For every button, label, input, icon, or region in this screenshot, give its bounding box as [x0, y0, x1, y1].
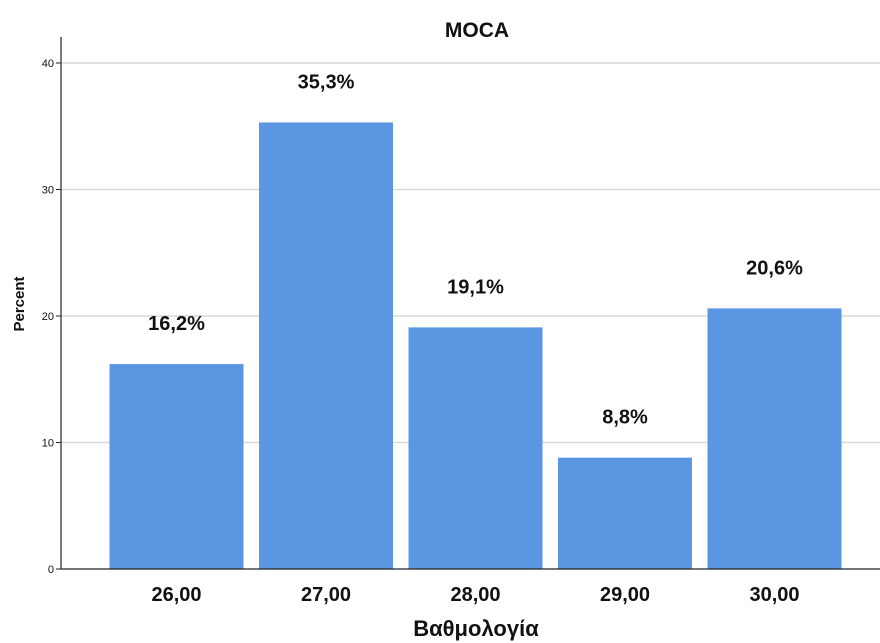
bar-26,00 — [109, 364, 244, 569]
bar-30,00 — [707, 308, 842, 569]
x-tick-label: 27,00 — [301, 584, 351, 606]
x-axis-ticks: 26,00 27,00 28,00 29,00 30,00 — [151, 584, 799, 606]
data-label: 8,8% — [602, 407, 648, 429]
y-tick-label: 0 — [48, 564, 54, 576]
chart-title: MOCA — [445, 19, 509, 42]
y-tick-label: 10 — [42, 438, 54, 450]
y-tick-label: 40 — [42, 58, 54, 70]
x-axis-title: Βαθμολογία — [413, 616, 539, 641]
data-labels: 16,2% 35,3% 19,1% 8,8% 20,6% — [148, 71, 803, 428]
bar-29,00 — [558, 457, 692, 569]
x-tick-label: 28,00 — [450, 584, 500, 606]
data-label: 35,3% — [298, 71, 355, 93]
y-tick-label: 20 — [42, 311, 54, 323]
y-axis-ticks: 0 10 20 30 40 — [42, 58, 61, 576]
x-tick-label: 29,00 — [600, 584, 650, 606]
x-tick-label: 30,00 — [749, 584, 799, 606]
bars — [109, 122, 842, 569]
bar-27,00 — [259, 122, 393, 569]
y-tick-label: 30 — [42, 185, 54, 197]
y-axis-title: Percent — [11, 276, 28, 331]
data-label: 19,1% — [447, 276, 504, 298]
x-tick-label: 26,00 — [151, 584, 201, 606]
data-label: 20,6% — [746, 257, 803, 279]
data-label: 16,2% — [148, 313, 205, 335]
bar-28,00 — [408, 327, 543, 569]
